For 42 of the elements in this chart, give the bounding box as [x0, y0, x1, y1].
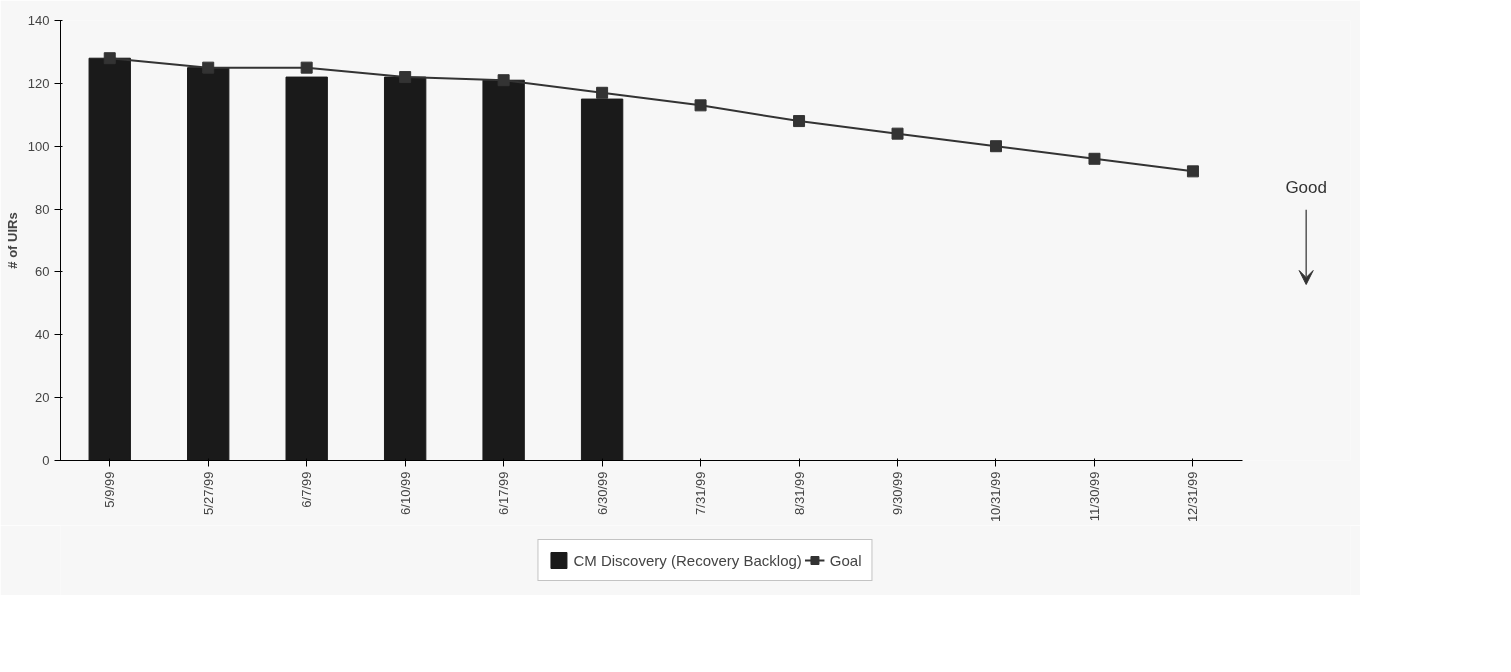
x-tick-label: 5/27/99 [200, 471, 216, 515]
legend-label: CM Discovery (Recovery Backlog) [573, 551, 802, 569]
bar [383, 76, 427, 461]
bar [88, 57, 131, 461]
x-tick-label: 7/31/99 [693, 471, 709, 515]
x-tick-label: 9/30/99 [890, 471, 906, 515]
legend-label: Goal [829, 551, 862, 569]
point [103, 52, 116, 65]
point [1088, 152, 1101, 165]
x-tick-label: 12/31/99 [1185, 471, 1201, 523]
point [300, 61, 313, 74]
y-tick-label: 40 [35, 327, 50, 343]
point [399, 71, 412, 84]
x-tick-label: 6/7/99 [299, 471, 315, 508]
y-tick-label: 0 [42, 453, 50, 468]
x-tick-label: 6/10/99 [397, 471, 413, 515]
y-tick-label: 80 [35, 201, 50, 217]
text: Good [1285, 177, 1327, 197]
x-tick-label: 6/17/99 [496, 471, 512, 515]
x-tick-label: 8/31/99 [791, 471, 807, 515]
y-tick-label: 140 [27, 13, 50, 28]
x-tick-label: 10/31/99 [988, 471, 1004, 523]
point [596, 86, 609, 99]
x-tick-label: 5/9/99 [102, 471, 118, 508]
point [1186, 165, 1199, 178]
point [990, 140, 1002, 153]
bar [285, 76, 328, 461]
point [891, 127, 904, 140]
bar [580, 98, 624, 461]
x-tick-label: 11/30/99 [1086, 471, 1102, 522]
y-tick-label: 100 [27, 138, 50, 154]
x-tick-label: 6/30/99 [594, 471, 610, 515]
y-tick-label: 20 [35, 390, 50, 406]
point [694, 99, 707, 112]
y-tick-label: 120 [27, 75, 50, 91]
y-tick-label: 60 [35, 264, 50, 280]
point [202, 61, 215, 74]
bar [187, 67, 230, 461]
point [497, 74, 510, 87]
point [793, 115, 806, 128]
bar [482, 79, 525, 461]
y-axis-title: # of UIRs [4, 212, 20, 269]
